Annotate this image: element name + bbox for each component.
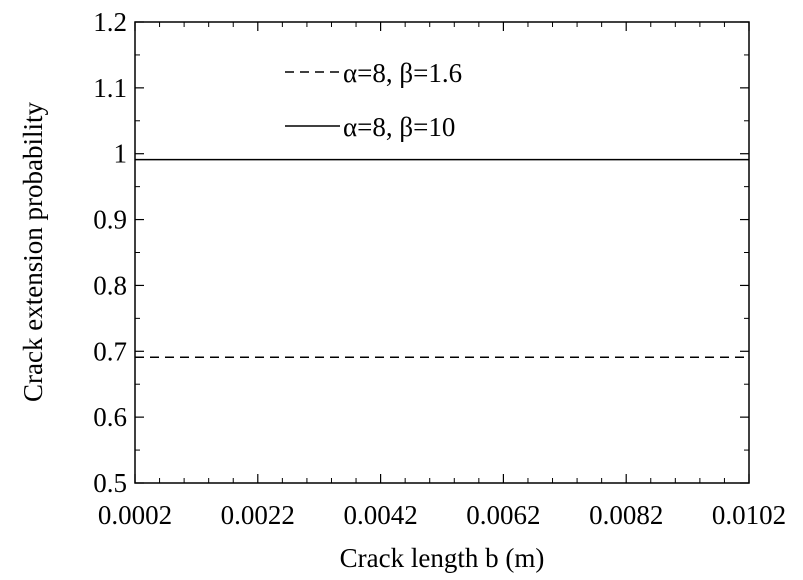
y-tick-label: 1	[114, 139, 128, 169]
y-tick-label: 0.7	[93, 336, 127, 366]
y-tick-label: 1.1	[93, 73, 127, 103]
x-axis-label: Crack length b (m)	[340, 543, 545, 573]
legend-label-2: α=8, β=10	[343, 112, 455, 142]
x-tick-label: 0.0082	[589, 500, 663, 530]
x-tick-label: 0.0102	[712, 500, 786, 530]
x-tick-label: 0.0062	[466, 500, 540, 530]
legend-label-1: α=8, β=1.6	[343, 58, 462, 88]
x-tick-label: 0.0022	[221, 500, 295, 530]
ticks: 0.5 0.6 0.7 0.8 0.9 1 1.1 1.2 0.0002 0.0022 0.0042…	[93, 7, 786, 530]
x-tick-label: 0.0002	[98, 500, 172, 530]
x-tick-label: 0.0042	[343, 500, 417, 530]
y-tick-label: 1.2	[93, 7, 127, 37]
y-axis-label: Crack extension probability	[18, 102, 48, 402]
series-lines	[135, 158, 749, 358]
y-tick-label: 0.6	[93, 402, 127, 432]
y-tick-label: 0.9	[93, 205, 127, 235]
y-tick-label: 0.5	[93, 468, 127, 498]
y-tick-label: 0.8	[93, 270, 127, 300]
plot-frame	[134, 21, 750, 484]
legend: α=8, β=1.6 α=8, β=10	[285, 58, 462, 142]
